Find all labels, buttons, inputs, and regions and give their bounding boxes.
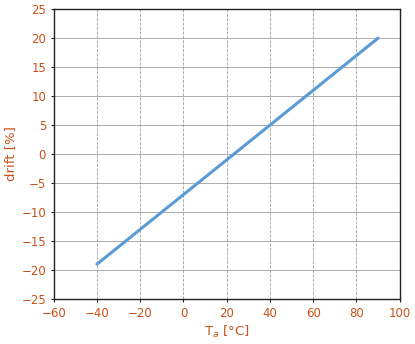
X-axis label: T$_a$ [°C]: T$_a$ [°C] xyxy=(204,324,249,340)
Y-axis label: drift [%]: drift [%] xyxy=(4,127,17,182)
